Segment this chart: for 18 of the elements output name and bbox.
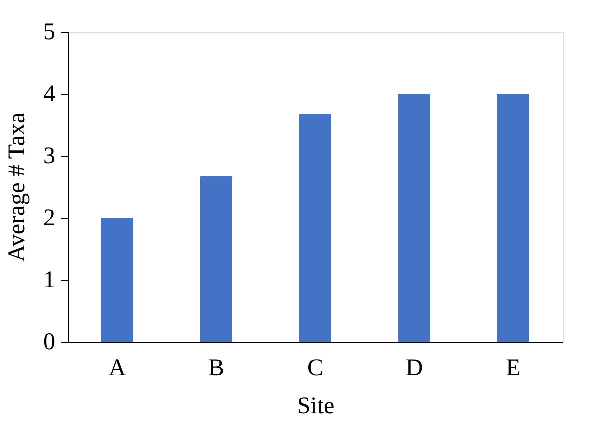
bar: [300, 114, 332, 342]
x-axis-title: Site: [297, 394, 335, 420]
y-tick-label: 5: [44, 20, 56, 46]
y-tick-label: 2: [44, 206, 56, 232]
x-tick-label: A: [108, 356, 127, 382]
y-tick-label: 4: [44, 82, 56, 108]
y-tick-label: 3: [44, 144, 56, 170]
bar: [200, 176, 232, 342]
x-tick-label: C: [307, 356, 324, 382]
bar: [102, 218, 134, 342]
y-tick-label: 1: [44, 268, 56, 294]
y-axis-title: Average # Taxa: [4, 112, 30, 262]
bar: [498, 94, 530, 342]
x-tick-label: D: [406, 356, 424, 382]
x-tick-label: E: [506, 356, 521, 382]
bar: [398, 94, 430, 342]
x-tick-label: B: [208, 356, 225, 382]
y-tick-label: 0: [44, 330, 56, 356]
